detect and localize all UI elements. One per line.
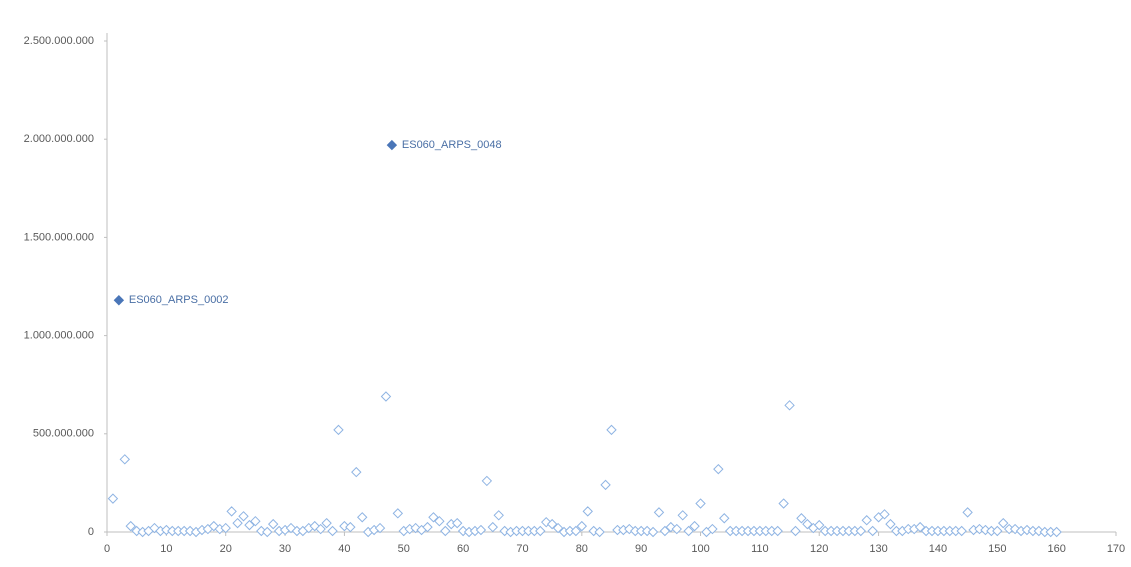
point [784, 400, 795, 411]
point-label: ES060_ARPS_0048 [402, 139, 502, 151]
point [475, 524, 487, 536]
y-tick-label: 1.500.000.000 [24, 231, 94, 243]
point [493, 510, 504, 521]
x-tick-label: 80 [576, 543, 588, 555]
point [677, 510, 688, 521]
point [262, 526, 273, 538]
point [885, 518, 896, 530]
x-tick-label: 70 [516, 543, 528, 555]
x-tick-label: 20 [220, 543, 232, 555]
point [992, 525, 1003, 537]
point [719, 513, 730, 524]
point [434, 515, 445, 527]
point [440, 525, 451, 537]
point [790, 525, 801, 537]
x-tick-label: 30 [279, 543, 291, 555]
point [570, 525, 582, 537]
point [238, 511, 249, 522]
point [582, 506, 593, 517]
point [113, 295, 125, 306]
point [855, 525, 866, 537]
x-tick-label: 100 [691, 543, 709, 555]
point [125, 520, 136, 532]
x-tick-label: 90 [635, 543, 647, 555]
y-tick-label: 2.000.000.000 [24, 133, 94, 145]
y-tick-label: 0 [88, 526, 94, 538]
y-tick-label: 1.000.000.000 [24, 330, 94, 342]
point [867, 525, 878, 537]
point [594, 526, 605, 538]
x-tick-label: 170 [1107, 543, 1125, 555]
point [428, 512, 439, 523]
point [119, 454, 131, 465]
point [772, 525, 783, 537]
point [487, 521, 499, 533]
point [606, 424, 617, 436]
x-tick-label: 50 [398, 543, 410, 555]
point [250, 515, 261, 527]
point [333, 424, 344, 436]
point [576, 520, 588, 532]
point [232, 517, 243, 529]
point [861, 515, 872, 526]
x-tick-label: 40 [338, 543, 350, 555]
point [647, 526, 659, 538]
point [814, 519, 825, 531]
point [778, 498, 789, 509]
point [315, 523, 326, 535]
x-tick-label: 160 [1047, 543, 1065, 555]
x-tick-label: 130 [869, 543, 887, 555]
y-tick-label: 500.000.000 [33, 428, 94, 440]
point [552, 522, 564, 534]
point [267, 518, 279, 530]
point [671, 523, 682, 535]
point [357, 512, 368, 523]
point [796, 513, 807, 524]
x-tick-label: 60 [457, 543, 469, 555]
point [380, 391, 392, 402]
point [451, 517, 463, 529]
point [351, 466, 362, 478]
point [244, 519, 255, 531]
point [683, 525, 694, 537]
point [962, 507, 973, 518]
point [535, 525, 546, 537]
x-tick-label: 0 [104, 543, 110, 555]
x-tick-label: 150 [988, 543, 1006, 555]
point [386, 139, 398, 151]
point [422, 521, 433, 533]
point [695, 498, 706, 509]
x-tick-label: 10 [160, 543, 172, 555]
point [481, 475, 493, 487]
point [879, 509, 890, 520]
point [707, 523, 718, 535]
point [653, 507, 665, 518]
point [392, 508, 404, 519]
x-tick-label: 110 [751, 543, 769, 555]
point [345, 521, 356, 533]
point [1051, 526, 1062, 538]
point [600, 479, 611, 491]
x-tick-label: 140 [929, 543, 947, 555]
point [546, 518, 558, 530]
point [659, 525, 671, 537]
point [802, 518, 813, 530]
point [327, 525, 338, 537]
point [107, 493, 119, 504]
point [713, 463, 724, 475]
point [998, 517, 1009, 529]
x-tick-label: 120 [810, 543, 828, 555]
point [226, 506, 237, 517]
point [321, 517, 332, 529]
y-tick-label: 2.500.000.000 [24, 35, 94, 47]
point-label: ES060_ARPS_0002 [129, 294, 229, 306]
point [374, 522, 386, 534]
point [220, 522, 231, 534]
point [956, 525, 967, 537]
point [914, 521, 926, 533]
point [689, 520, 700, 532]
